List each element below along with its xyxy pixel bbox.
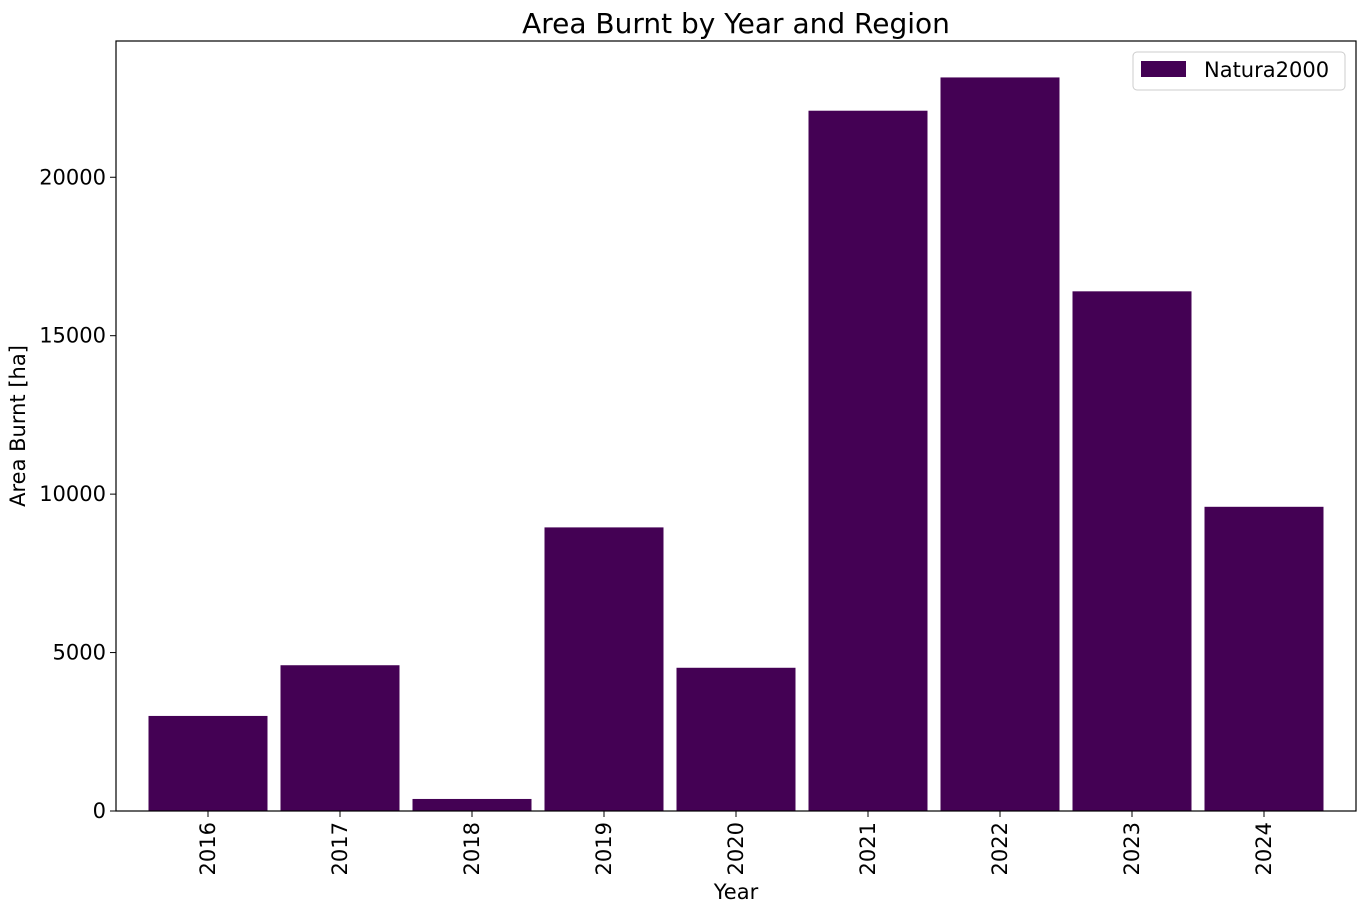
y-tick-label: 10000 bbox=[39, 482, 106, 506]
y-axis-label: Area Burnt [ha] bbox=[6, 345, 30, 507]
bar-2018 bbox=[412, 798, 532, 811]
bar-2023 bbox=[1072, 291, 1192, 811]
x-tick-label: 2019 bbox=[592, 822, 616, 875]
x-tick-label: 2022 bbox=[988, 822, 1012, 875]
y-axis-ticks: 0 5000 10000 15000 20000 bbox=[39, 165, 116, 823]
x-tick-label: 2017 bbox=[328, 822, 352, 875]
bars-group bbox=[148, 77, 1324, 812]
x-tick-label: 2016 bbox=[196, 822, 220, 875]
legend: Natura2000 bbox=[1132, 51, 1346, 91]
x-tick-label: 2023 bbox=[1120, 822, 1144, 875]
y-tick-label: 20000 bbox=[39, 165, 106, 189]
x-tick-label: 2024 bbox=[1252, 822, 1276, 875]
chart-title: Area Burnt by Year and Region bbox=[522, 7, 950, 40]
legend-swatch bbox=[1141, 61, 1186, 77]
x-axis-label: Year bbox=[713, 880, 759, 904]
x-tick-label: 2021 bbox=[856, 822, 880, 875]
y-tick-label: 0 bbox=[93, 799, 106, 823]
bar-2017 bbox=[280, 665, 400, 811]
bar-2024 bbox=[1204, 506, 1324, 811]
x-axis-ticks: 2016 2017 2018 2019 2020 2021 2022 2023 2024 bbox=[196, 811, 1276, 875]
x-tick-label: 2018 bbox=[460, 822, 484, 875]
bar-2019 bbox=[544, 527, 664, 811]
y-tick-label: 5000 bbox=[53, 641, 106, 665]
bar-2016 bbox=[148, 715, 268, 811]
bar-2022 bbox=[940, 77, 1060, 812]
bar-2021 bbox=[808, 110, 928, 812]
bar-2020 bbox=[676, 667, 796, 811]
legend-label: Natura2000 bbox=[1204, 58, 1329, 82]
plot-frame bbox=[115, 40, 1357, 812]
x-tick-label: 2020 bbox=[724, 822, 748, 875]
y-tick-label: 15000 bbox=[39, 324, 106, 348]
